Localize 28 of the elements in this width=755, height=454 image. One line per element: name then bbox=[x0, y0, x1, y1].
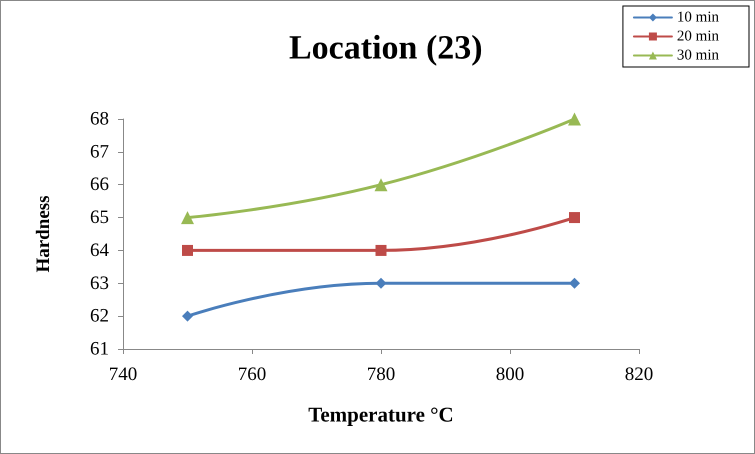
x-tick-label: 800 bbox=[496, 364, 524, 385]
legend-label: 10 min bbox=[676, 10, 720, 26]
point bbox=[182, 244, 193, 256]
x-tick-label: 780 bbox=[366, 364, 396, 385]
x-axis-title: Temperature °C bbox=[308, 402, 454, 426]
legend-label: 30 min bbox=[676, 48, 720, 64]
y-tick-label: 64 bbox=[90, 240, 110, 261]
y-tick-label: 65 bbox=[90, 207, 109, 228]
point bbox=[182, 310, 193, 322]
x-tick-label: 820 bbox=[624, 364, 654, 385]
y-tick-label: 68 bbox=[90, 108, 109, 130]
y-tick-label: 66 bbox=[90, 174, 109, 196]
y-tick-label: 62 bbox=[90, 306, 109, 327]
point bbox=[374, 178, 388, 192]
point bbox=[569, 212, 580, 224]
y-tick-label: 61 bbox=[90, 338, 109, 360]
legend-label: 20 min bbox=[676, 28, 720, 44]
point bbox=[376, 278, 386, 289]
y-axis-title: Hardness bbox=[33, 195, 54, 273]
y-tick-label: 67 bbox=[90, 141, 109, 162]
point bbox=[376, 244, 386, 256]
x-tick-label: 740 bbox=[108, 364, 138, 385]
point bbox=[181, 211, 194, 224]
point bbox=[568, 112, 581, 126]
x-tick-label: 760 bbox=[238, 364, 266, 385]
y-tick-label: 63 bbox=[90, 272, 109, 294]
chart-title: Location (23) bbox=[289, 30, 483, 66]
point bbox=[569, 278, 580, 289]
